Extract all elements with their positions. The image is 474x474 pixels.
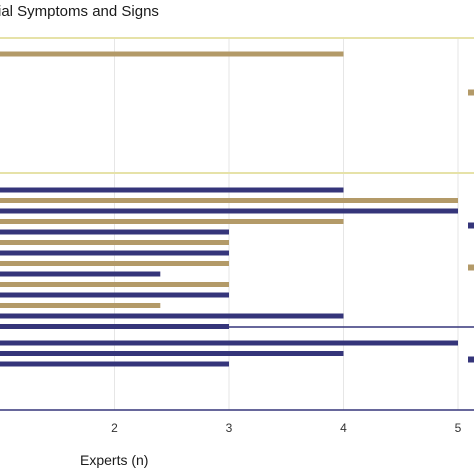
bar xyxy=(0,51,344,57)
bar xyxy=(0,187,344,193)
bar xyxy=(0,261,229,266)
bar xyxy=(0,313,344,319)
x-tick-label: 4 xyxy=(340,421,347,435)
clipped-bar xyxy=(468,264,474,271)
bar xyxy=(0,240,229,245)
bar xyxy=(0,219,344,224)
x-tick-label: 2 xyxy=(111,421,118,435)
bar xyxy=(0,282,229,287)
bar xyxy=(0,303,161,308)
chart-title: ial Symptoms and Signs xyxy=(0,3,159,20)
bars xyxy=(0,51,474,367)
clipped-bar xyxy=(468,222,474,229)
bar xyxy=(0,324,229,329)
bar xyxy=(0,292,229,298)
x-tick-labels: 2 3 4 5 xyxy=(111,421,462,435)
bar xyxy=(0,340,458,346)
bar xyxy=(0,351,344,356)
clipped-bar xyxy=(468,356,474,363)
clipped-bar xyxy=(468,89,474,96)
bar xyxy=(0,271,161,277)
x-tick-label: 5 xyxy=(455,421,462,435)
bar xyxy=(0,250,229,256)
bar xyxy=(0,229,229,235)
bar xyxy=(0,198,458,203)
bar xyxy=(0,361,229,367)
x-axis-label: Experts (n) xyxy=(80,452,148,468)
x-tick-label: 3 xyxy=(226,421,233,435)
bar xyxy=(0,208,458,214)
